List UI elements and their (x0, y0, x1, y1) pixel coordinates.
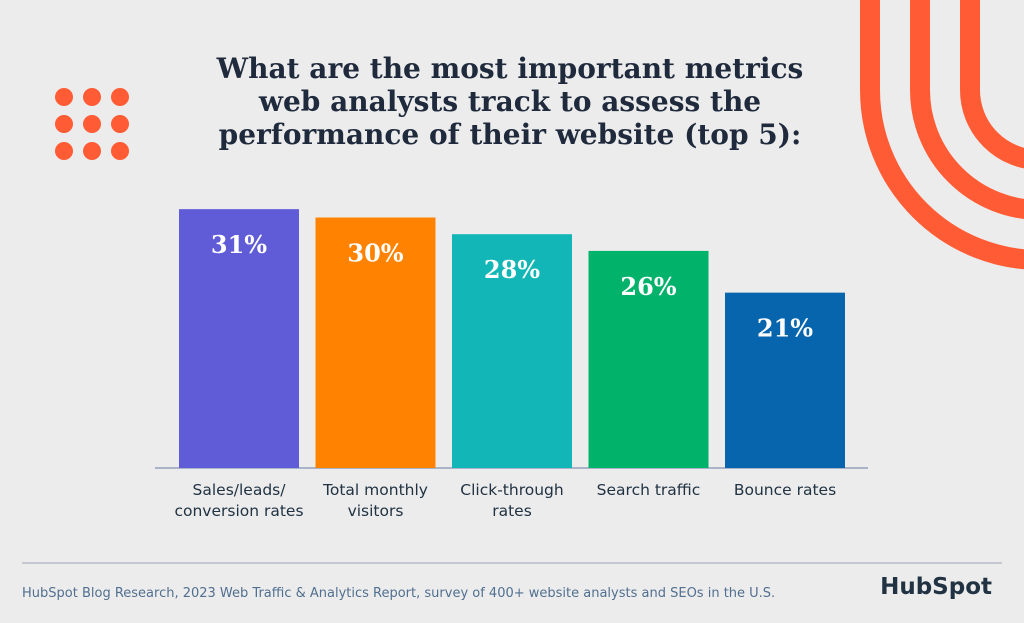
x-tick-label: Total monthly visitors (323, 481, 428, 520)
bar (315, 217, 436, 468)
x-tick-label: Sales/leads/ conversion rates (174, 481, 304, 520)
logo: HubSpot (880, 574, 992, 600)
value-label: 28% (484, 255, 540, 284)
decoration (55, 88, 129, 160)
bar (588, 250, 709, 468)
bar (725, 292, 845, 468)
value-label: 30% (347, 239, 403, 268)
bar (452, 234, 572, 468)
bar (179, 209, 299, 468)
x-tick-label: Click-through rates (460, 481, 564, 520)
value-label: 21% (757, 314, 813, 343)
x-tick-label: Search traffic (596, 481, 701, 499)
x-tick-label: Bounce rates (733, 481, 837, 499)
value-label: 31% (211, 230, 267, 259)
decoration-arcs (860, 0, 1024, 270)
chart-title: What are the most important metrics web … (216, 52, 804, 151)
source: HubSpot Blog Research, 2023 Web Traffic … (22, 586, 776, 601)
value-label: 26% (620, 272, 676, 301)
